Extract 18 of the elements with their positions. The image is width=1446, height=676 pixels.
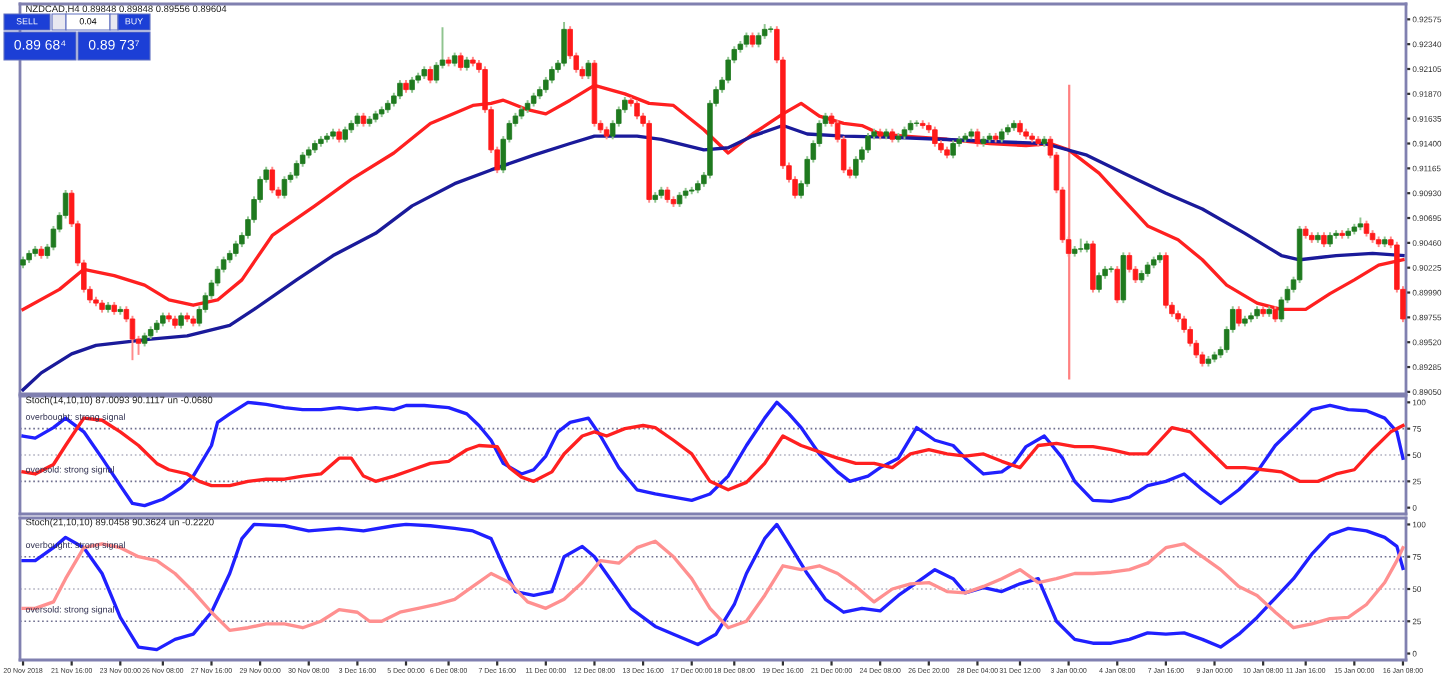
candlestick: [397, 79, 403, 101]
line-series: [21, 400, 1405, 508]
candlestick: [281, 175, 288, 200]
candlestick: [1096, 271, 1102, 294]
candlestick: [1120, 251, 1127, 305]
candlestick: [932, 125, 938, 148]
candlestick: [634, 99, 640, 121]
line-series: [21, 539, 1405, 632]
candlestick: [129, 314, 136, 362]
candlestick: [561, 21, 567, 68]
line-series: [21, 522, 1405, 652]
candlestick: [1090, 239, 1096, 294]
candlestick: [1236, 305, 1242, 328]
line-series: [21, 416, 1405, 492]
candlestick: [585, 59, 592, 81]
candlestick: [853, 155, 859, 180]
candlestick: [1114, 265, 1120, 305]
candlestick: [269, 165, 276, 195]
